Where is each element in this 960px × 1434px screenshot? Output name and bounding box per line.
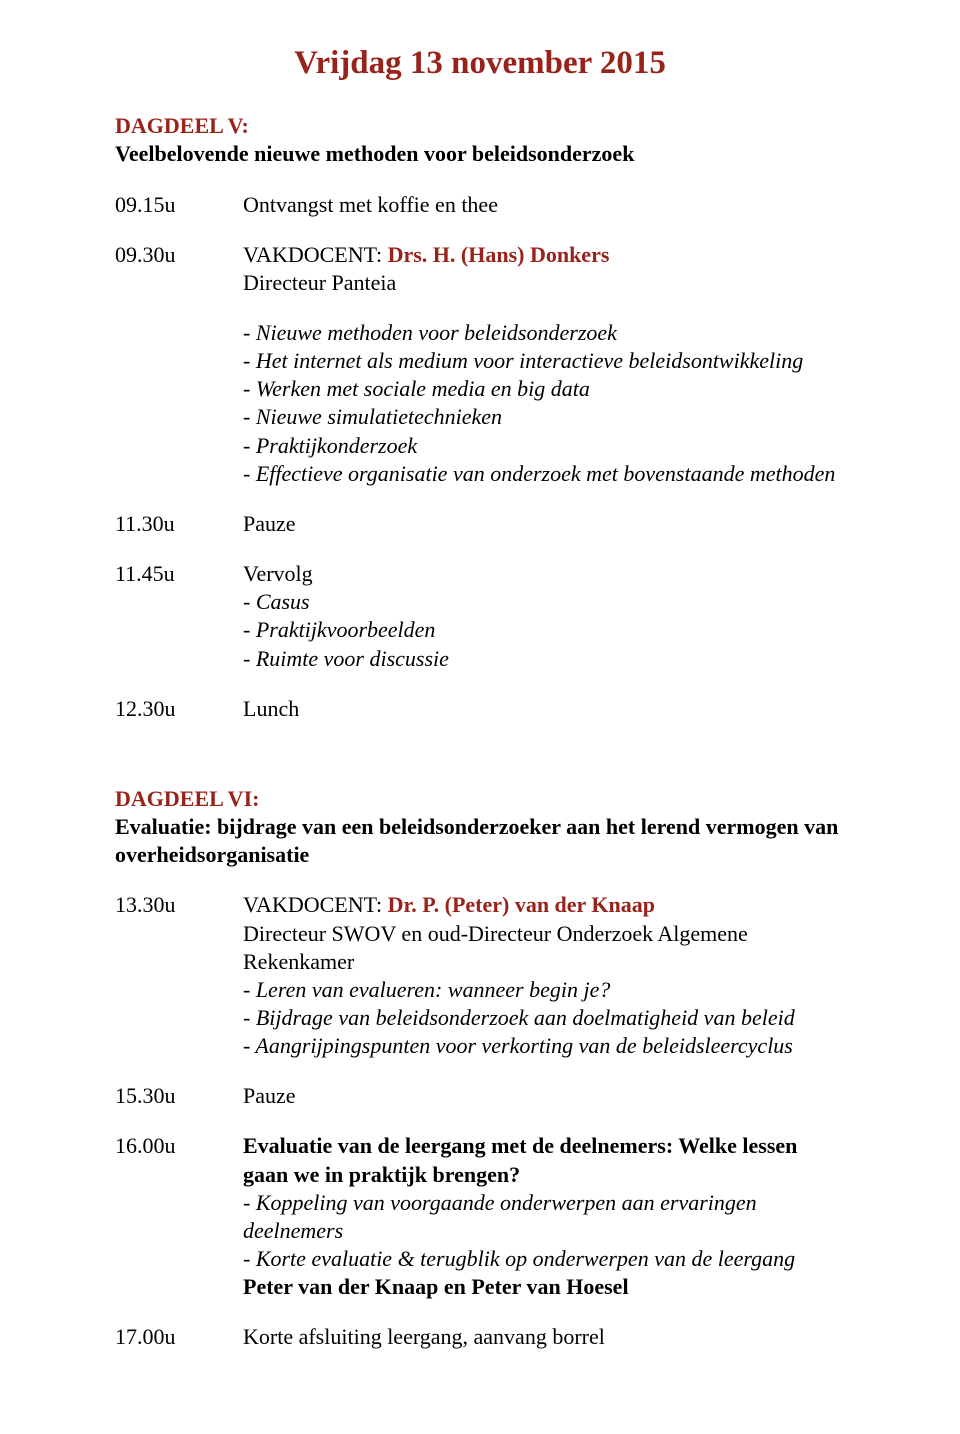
schedule-row: 17.00u Korte afsluiting leergang, aanvan… [115, 1323, 845, 1351]
bullet-item: - Nieuwe simulatietechnieken [243, 403, 845, 431]
schedule-row: 13.30u VAKDOCENT: Dr. P. (Peter) van der… [115, 891, 845, 1060]
schedule-row: 09.15u Ontvangst met koffie en thee [115, 191, 845, 219]
schedule-row: 09.30u VAKDOCENT: Drs. H. (Hans) Donkers… [115, 241, 845, 297]
section-vi-subtitle: Evaluatie: bijdrage van een beleidsonder… [115, 813, 845, 869]
entry-text: Lunch [243, 695, 845, 723]
entry-bold: Peter van der Knaap en Peter van Hoesel [243, 1273, 845, 1301]
bullet-item: - Effectieve organisatie van onderzoek m… [243, 460, 845, 488]
schedule-row: 12.30u Lunch [115, 695, 845, 723]
time: 12.30u [115, 695, 243, 723]
schedule-row: 15.30u Pauze [115, 1082, 845, 1110]
time: 09.15u [115, 191, 243, 219]
bullet-item: - Het internet als medium voor interacti… [243, 347, 845, 375]
speaker-role: Directeur SWOV en oud-Directeur Onderzoe… [243, 920, 845, 976]
bullet-item: - Korte evaluatie & terugblik op onderwe… [243, 1245, 845, 1273]
time: 15.30u [115, 1082, 243, 1110]
bullet-item: - Ruimte voor discussie [243, 645, 845, 673]
bullet-item: - Praktijkonderzoek [243, 432, 845, 460]
bullet-item: - Aangrijpingspunten voor verkorting van… [243, 1032, 845, 1060]
bullet-item: - Nieuwe methoden voor beleidsonderzoek [243, 319, 845, 347]
page-title: Vrijdag 13 november 2015 [294, 45, 666, 81]
bullet-item: - Bijdrage van beleidsonderzoek aan doel… [243, 1004, 845, 1032]
bullet-item: - Casus [243, 588, 845, 616]
speaker-role: Directeur Panteia [243, 269, 845, 297]
bullet-item: - Koppeling van voorgaande onderwerpen a… [243, 1189, 845, 1245]
speaker-prefix: VAKDOCENT: [243, 242, 388, 267]
schedule-row: 11.45u Vervolg - Casus - Praktijkvoorbee… [115, 560, 845, 673]
time: 13.30u [115, 891, 243, 919]
time: 16.00u [115, 1132, 243, 1160]
section-v-header: DAGDEEL V: [115, 112, 845, 140]
entry-text: Korte afsluiting leergang, aanvang borre… [243, 1323, 845, 1351]
schedule-row: 16.00u Evaluatie van de leergang met de … [115, 1132, 845, 1301]
schedule-row: 11.30u Pauze [115, 510, 845, 538]
entry-text: Vervolg [243, 560, 845, 588]
bullet-item: - Leren van evalueren: wanneer begin je? [243, 976, 845, 1004]
bullet-item: - Werken met sociale media en big data [243, 375, 845, 403]
speaker-name: Drs. H. (Hans) Donkers [388, 242, 610, 267]
entry-bold: Evaluatie van de leergang met de deelnem… [243, 1132, 845, 1188]
time: 11.45u [115, 560, 243, 588]
entry-text: Pauze [243, 510, 845, 538]
speaker-name: Dr. P. (Peter) van der Knaap [388, 892, 655, 917]
time: 11.30u [115, 510, 243, 538]
entry-text: Ontvangst met koffie en thee [243, 191, 845, 219]
section-vi-header: DAGDEEL VI: [115, 785, 845, 813]
bullet-item: - Praktijkvoorbeelden [243, 616, 845, 644]
bullet-list: - Nieuwe methoden voor beleidsonderzoek … [115, 319, 845, 488]
time: 09.30u [115, 241, 243, 269]
time: 17.00u [115, 1323, 243, 1351]
section-v-subtitle: Veelbelovende nieuwe methoden voor belei… [115, 140, 845, 168]
entry-text: Pauze [243, 1082, 845, 1110]
speaker-prefix: VAKDOCENT: [243, 892, 388, 917]
